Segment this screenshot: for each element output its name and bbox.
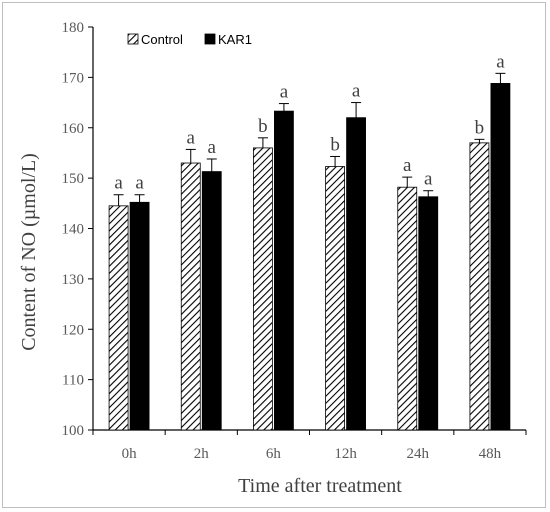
legend-label: KAR1 [218, 32, 252, 47]
y-tick-label: 110 [62, 373, 84, 389]
x-tick-label: 48h [479, 446, 502, 462]
y-tick-label: 160 [62, 121, 85, 137]
bar-control [108, 205, 129, 431]
x-tick-label: 6h [266, 446, 282, 462]
y-tick-label: 150 [62, 171, 85, 187]
bar-kar1 [129, 201, 150, 431]
significance-label: a [280, 82, 289, 103]
legend-swatch [204, 33, 216, 45]
y-tick-label: 120 [62, 322, 85, 338]
x-tick-label: 12h [334, 446, 357, 462]
bar-control [180, 162, 201, 431]
x-axis-title: Time after treatment [238, 475, 402, 497]
bar-control [397, 186, 418, 431]
bar-kar1 [274, 110, 294, 431]
bar-kar1 [201, 171, 222, 431]
significance-label: a [208, 137, 217, 158]
legend-label: Control [141, 32, 183, 47]
x-tick-label: 2h [194, 446, 210, 462]
significance-label: a [496, 51, 505, 72]
x-tick-label: 24h [407, 446, 430, 462]
significance-label: a [352, 81, 361, 102]
significance-label: b [330, 134, 340, 155]
significance-label: a [187, 127, 196, 148]
y-tick-label: 180 [62, 20, 85, 36]
significance-label: a [114, 173, 123, 194]
bar-control [253, 147, 273, 431]
bar-control [469, 142, 490, 431]
bar-kar1 [490, 83, 511, 431]
significance-label: b [475, 117, 485, 138]
y-tick-label: 100 [62, 423, 85, 439]
x-tick-label: 0h [122, 446, 138, 462]
bar-control [325, 166, 345, 431]
significance-label: b [258, 116, 268, 137]
y-axis-title: Content of NO (µmol/L) [18, 153, 40, 351]
y-tick-label: 140 [62, 222, 85, 238]
significance-label: a [135, 173, 144, 194]
significance-label: a [403, 155, 412, 176]
legend-swatch [127, 33, 139, 45]
y-tick-label: 130 [62, 272, 85, 288]
significance-label: a [424, 169, 433, 190]
y-tick-label: 170 [62, 70, 85, 86]
bar-kar1 [346, 117, 366, 431]
bar-kar1 [418, 196, 439, 431]
